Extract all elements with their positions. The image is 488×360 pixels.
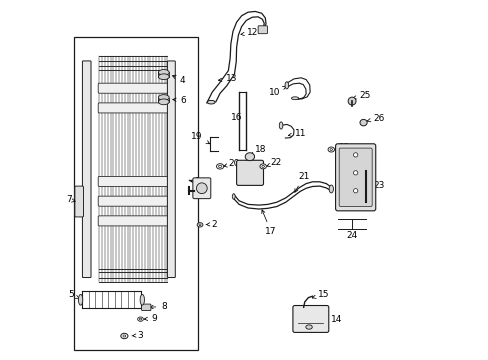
Text: 15: 15	[312, 289, 329, 298]
Ellipse shape	[122, 335, 125, 337]
Ellipse shape	[353, 171, 357, 175]
Text: 20: 20	[224, 159, 239, 168]
Ellipse shape	[207, 100, 215, 104]
Text: 25: 25	[352, 91, 370, 100]
Text: 2: 2	[205, 220, 217, 229]
Ellipse shape	[197, 223, 203, 227]
Text: 3: 3	[132, 331, 143, 340]
Ellipse shape	[305, 325, 312, 329]
Text: 16: 16	[231, 113, 242, 122]
Ellipse shape	[353, 153, 357, 157]
Text: 8: 8	[149, 302, 167, 311]
Text: 22: 22	[266, 158, 282, 167]
Ellipse shape	[285, 82, 288, 89]
Text: 18: 18	[249, 145, 266, 156]
Ellipse shape	[216, 164, 223, 169]
FancyBboxPatch shape	[98, 176, 168, 186]
FancyBboxPatch shape	[258, 26, 267, 34]
Ellipse shape	[158, 95, 169, 100]
Text: 7: 7	[66, 195, 75, 204]
FancyBboxPatch shape	[82, 61, 91, 278]
Ellipse shape	[78, 294, 82, 305]
FancyBboxPatch shape	[98, 216, 168, 226]
Ellipse shape	[244, 153, 254, 161]
Text: 24: 24	[346, 231, 357, 240]
FancyBboxPatch shape	[335, 144, 375, 211]
Ellipse shape	[158, 74, 169, 80]
Text: 1: 1	[190, 177, 201, 186]
Ellipse shape	[359, 120, 366, 126]
Text: 23: 23	[366, 181, 384, 190]
Text: 22: 22	[334, 143, 349, 152]
FancyBboxPatch shape	[292, 306, 328, 332]
Text: 6: 6	[172, 95, 185, 104]
Text: 9: 9	[144, 314, 157, 323]
Ellipse shape	[353, 189, 357, 193]
FancyBboxPatch shape	[192, 178, 210, 199]
Ellipse shape	[260, 164, 266, 169]
Text: 4: 4	[172, 76, 185, 85]
Ellipse shape	[347, 97, 355, 105]
Ellipse shape	[158, 69, 169, 75]
Text: 17: 17	[261, 210, 276, 236]
Ellipse shape	[279, 122, 282, 129]
Ellipse shape	[262, 165, 264, 167]
FancyBboxPatch shape	[142, 304, 151, 311]
Text: 26: 26	[366, 114, 384, 123]
FancyBboxPatch shape	[98, 196, 168, 206]
Ellipse shape	[327, 147, 334, 152]
Ellipse shape	[121, 333, 128, 339]
Ellipse shape	[329, 149, 332, 150]
Bar	[74, 37, 198, 350]
Ellipse shape	[137, 317, 143, 321]
Ellipse shape	[328, 185, 333, 193]
FancyBboxPatch shape	[98, 83, 168, 93]
Text: 11: 11	[288, 129, 305, 138]
Ellipse shape	[158, 99, 169, 105]
FancyBboxPatch shape	[339, 148, 371, 207]
Text: 12: 12	[241, 28, 258, 37]
Ellipse shape	[140, 294, 144, 305]
Text: 19: 19	[191, 132, 209, 144]
Text: 10: 10	[268, 86, 285, 96]
Ellipse shape	[199, 224, 201, 226]
FancyBboxPatch shape	[75, 186, 83, 217]
Ellipse shape	[291, 97, 298, 100]
Ellipse shape	[139, 318, 142, 320]
Text: 13: 13	[218, 75, 237, 84]
Text: 14: 14	[314, 315, 342, 325]
FancyBboxPatch shape	[98, 103, 168, 113]
Ellipse shape	[218, 165, 221, 167]
FancyBboxPatch shape	[236, 160, 263, 185]
Ellipse shape	[196, 183, 207, 194]
Text: 5: 5	[68, 290, 80, 299]
Ellipse shape	[232, 194, 235, 199]
FancyBboxPatch shape	[167, 61, 175, 278]
Text: 21: 21	[294, 172, 309, 192]
